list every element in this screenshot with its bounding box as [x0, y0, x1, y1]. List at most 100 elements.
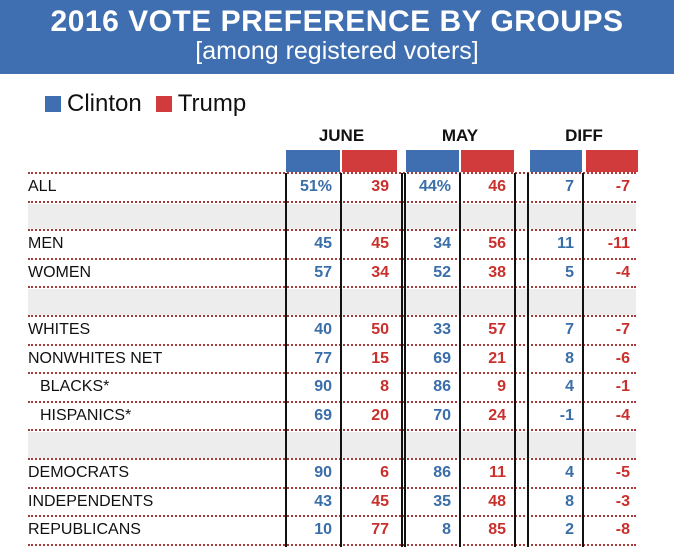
value-whites-diff-clinton: 7 — [565, 321, 574, 338]
column-group-june: JUNE — [318, 126, 365, 145]
header-bar-clinton — [530, 150, 582, 172]
value-all-may-trump: 46 — [488, 178, 506, 195]
row-divider — [28, 315, 636, 317]
value-nonwhites-net-diff-trump: -6 — [615, 349, 630, 367]
value-hispanics-june-trump: 20 — [371, 406, 389, 424]
legend-label-clinton: Clinton — [67, 90, 142, 117]
chart-title: 2016 VOTE PREFERENCE BY GROUPS — [50, 5, 624, 38]
value-all-june-clinton: 51% — [299, 178, 332, 195]
value-whites-diff-trump: -7 — [615, 321, 630, 338]
value-democrats-diff-trump: -5 — [615, 464, 630, 481]
column-separator — [514, 173, 516, 547]
value-independents-diff-trump: -3 — [615, 492, 630, 510]
legend-swatch-clinton — [45, 96, 61, 112]
row-label-women: WOMEN — [28, 263, 92, 281]
value-men-diff-trump: -11 — [607, 235, 630, 253]
value-independents-june-clinton: 43 — [314, 492, 332, 510]
value-nonwhites-net-may-clinton: 69 — [433, 349, 451, 367]
row-divider — [28, 372, 636, 375]
legend: Clinton Trump — [45, 89, 260, 119]
value-republicans-diff-clinton: 2 — [565, 521, 574, 539]
row-label-democrats: DEMOCRATS — [28, 464, 130, 481]
row-divider — [28, 486, 636, 489]
value-hispanics-may-trump: 24 — [488, 406, 506, 424]
row-label-whites: WHITES — [28, 321, 91, 338]
value-women-diff-clinton: 5 — [565, 263, 574, 281]
column-separator — [340, 173, 342, 547]
value-all-diff-clinton: 7 — [565, 178, 574, 195]
value-republicans-may-trump: 85 — [488, 521, 506, 539]
value-women-may-trump: 38 — [488, 263, 506, 281]
row-divider — [28, 172, 636, 174]
value-blacks-diff-clinton: 4 — [565, 378, 574, 396]
spacer-row — [28, 432, 636, 458]
value-whites-june-clinton: 40 — [314, 321, 332, 338]
value-democrats-may-trump: 11 — [489, 464, 506, 481]
row-divider — [28, 458, 636, 460]
value-whites-may-trump: 57 — [488, 321, 506, 338]
header-bar-trump — [342, 150, 397, 172]
value-whites-june-trump: 50 — [371, 321, 389, 338]
value-democrats-diff-clinton: 4 — [565, 464, 574, 481]
value-independents-diff-clinton: 8 — [565, 492, 574, 510]
value-republicans-june-clinton: 10 — [314, 521, 332, 539]
column-separator — [582, 173, 584, 547]
row-divider — [28, 229, 636, 232]
row-divider — [28, 400, 636, 403]
column-group-may: MAY — [441, 126, 479, 145]
column-separator — [401, 173, 403, 547]
value-hispanics-june-clinton: 69 — [314, 406, 332, 424]
value-women-june-trump: 34 — [371, 263, 389, 281]
chart-subtitle: [among registered voters] — [195, 37, 479, 65]
value-men-diff-clinton: 11 — [557, 235, 574, 253]
column-group-diff: DIFF — [565, 126, 603, 145]
header-bar-clinton — [406, 150, 459, 172]
row-label-hispanics: HISPANICS* — [40, 406, 132, 424]
header-bar-trump — [586, 150, 638, 172]
value-whites-may-clinton: 33 — [433, 321, 451, 338]
row-label-nonwhites-net: NONWHITES NET — [28, 349, 163, 367]
value-democrats-may-clinton: 86 — [433, 464, 451, 481]
spacer-row — [28, 289, 636, 315]
title-banner: 2016 VOTE PREFERENCE BY GROUPS [among re… — [0, 0, 674, 74]
row-label-blacks: BLACKS* — [40, 378, 110, 396]
value-all-diff-trump: -7 — [615, 178, 630, 195]
value-men-may-clinton: 34 — [433, 235, 451, 253]
row-label-independents: INDEPENDENTS — [28, 492, 154, 510]
row-divider — [28, 257, 636, 260]
value-men-june-trump: 45 — [371, 235, 389, 253]
column-separator — [527, 173, 529, 547]
row-divider — [28, 200, 636, 203]
row-label-men: MEN — [28, 235, 64, 253]
value-women-june-clinton: 57 — [314, 263, 332, 281]
value-republicans-june-trump: 77 — [371, 521, 389, 539]
value-blacks-may-clinton: 86 — [433, 378, 451, 396]
header-bar-trump — [461, 150, 514, 172]
value-independents-may-clinton: 35 — [433, 492, 451, 510]
value-women-may-clinton: 52 — [433, 263, 451, 281]
value-republicans-may-clinton: 8 — [442, 521, 451, 539]
value-blacks-june-clinton: 90 — [314, 378, 332, 396]
legend-item-clinton: Clinton — [45, 90, 142, 118]
value-independents-june-trump: 45 — [371, 492, 389, 510]
row-label-republicans: REPUBLICANS — [28, 521, 141, 539]
value-women-diff-trump: -4 — [615, 263, 630, 281]
value-nonwhites-net-diff-clinton: 8 — [565, 349, 574, 367]
value-democrats-june-clinton: 90 — [314, 464, 332, 481]
legend-swatch-trump — [155, 96, 172, 112]
value-republicans-diff-trump: -8 — [615, 521, 630, 539]
value-hispanics-may-clinton: 70 — [433, 406, 451, 424]
value-hispanics-diff-trump: -4 — [615, 406, 630, 424]
value-blacks-june-trump: 8 — [380, 378, 389, 396]
row-divider — [28, 429, 636, 432]
value-democrats-june-trump: 6 — [380, 464, 389, 481]
value-nonwhites-net-may-trump: 21 — [488, 349, 506, 367]
column-separator — [459, 173, 461, 547]
value-men-may-trump: 56 — [488, 235, 506, 253]
value-hispanics-diff-clinton: -1 — [559, 406, 574, 424]
value-independents-may-trump: 48 — [488, 492, 506, 510]
row-divider — [28, 343, 636, 346]
value-blacks-diff-trump: -1 — [615, 378, 630, 396]
header-bar-clinton — [286, 150, 340, 172]
value-nonwhites-net-june-trump: 15 — [371, 349, 389, 367]
